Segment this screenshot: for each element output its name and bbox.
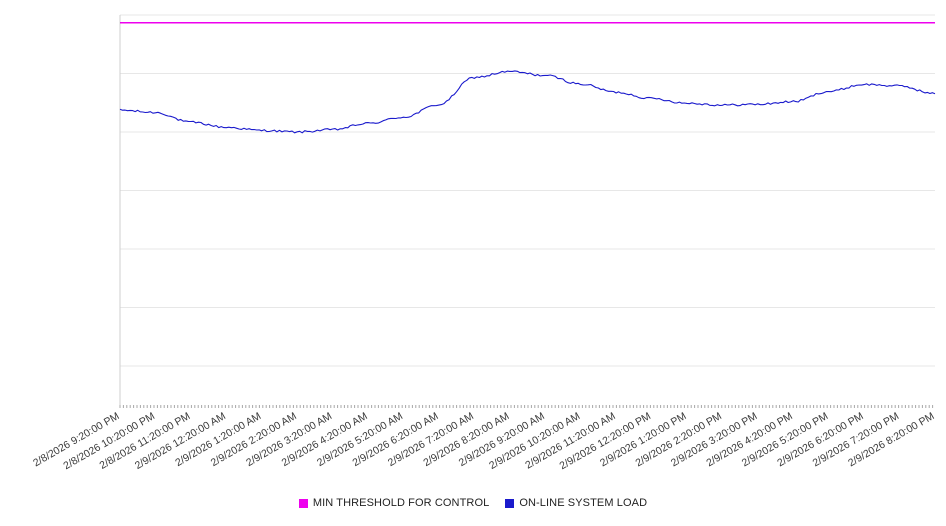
chart-legend: MIN THRESHOLD FOR CONTROL ON-LINE SYSTEM… [0, 497, 946, 509]
legend-swatch-threshold-icon [298, 498, 308, 508]
legend-label-system-load: ON-LINE SYSTEM LOAD [519, 497, 648, 509]
legend-swatch-system-load-icon [505, 498, 515, 508]
legend-item-system-load[interactable]: ON-LINE SYSTEM LOAD [505, 497, 647, 509]
system-load-line [119, 70, 936, 134]
legend-item-threshold[interactable]: MIN THRESHOLD FOR CONTROL [298, 497, 490, 509]
legend-label-threshold: MIN THRESHOLD FOR CONTROL [312, 497, 490, 509]
